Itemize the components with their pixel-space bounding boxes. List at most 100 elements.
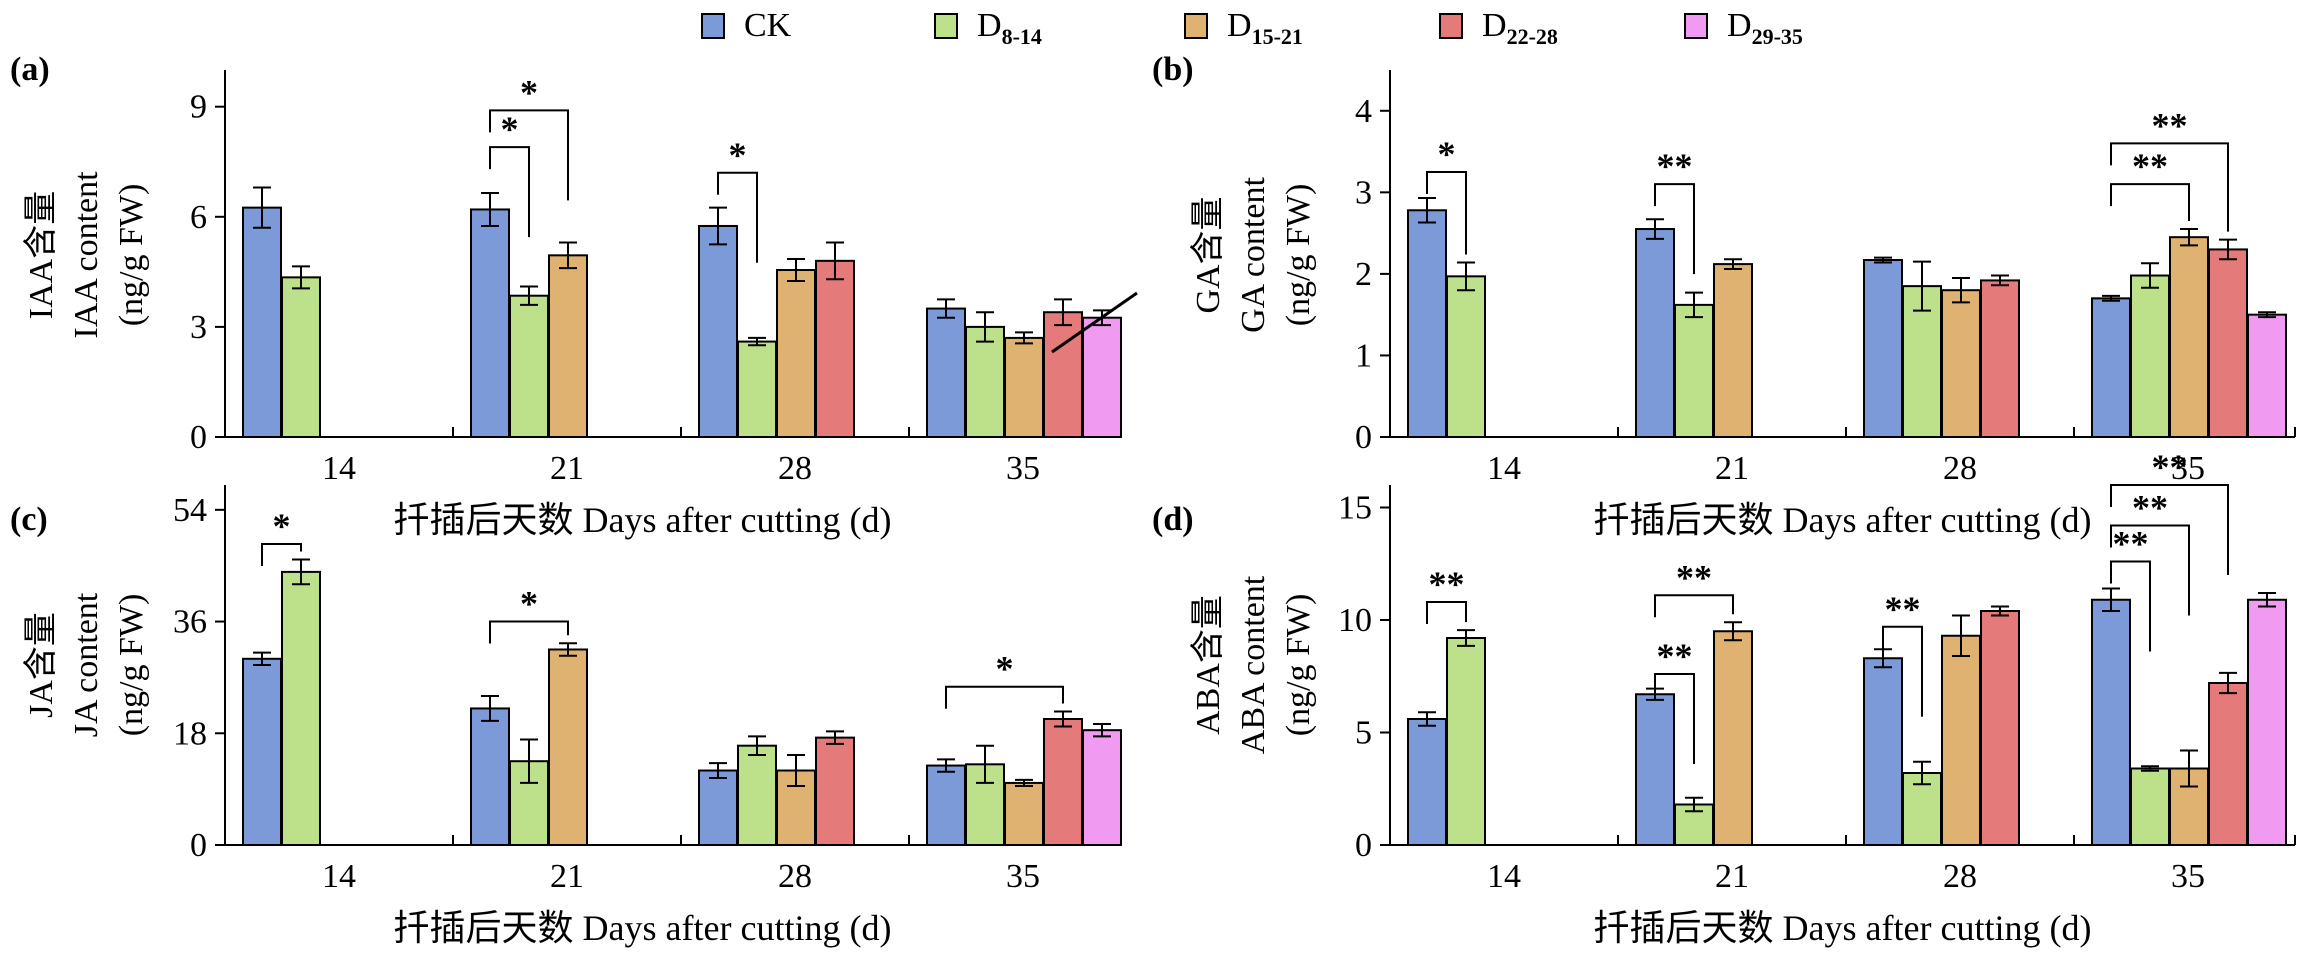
legend-label: CK (744, 7, 792, 44)
legend: CK D8-14 D15-21 D22-28 D29-35 (701, 7, 1803, 49)
bar (1980, 279, 2020, 438)
x-tick-label: 14 (1487, 450, 1521, 487)
significance-label: ** (1885, 589, 1921, 629)
significance-label: * (520, 584, 538, 624)
bar (281, 570, 321, 846)
bar (548, 648, 588, 847)
bar (1674, 303, 1714, 438)
bar (1863, 657, 1903, 846)
x-axis-title: 扦插后天数 Days after cutting (d) (1594, 908, 2092, 948)
significance-bracket (2110, 142, 2229, 232)
bar (548, 254, 588, 438)
bar (737, 744, 777, 846)
significance-label: ** (2113, 524, 2149, 564)
bar (1980, 610, 2020, 846)
y-tick-label: 10 (1338, 602, 1372, 639)
bar (1004, 336, 1044, 438)
y-tick-label: 18 (173, 715, 207, 752)
y-axis-title-cn: ABA含量 (1189, 595, 1227, 735)
panel-label: (b) (1152, 51, 1194, 88)
bar (1082, 729, 1122, 847)
panel-d: (d) ABA含量 ABA content (ng/g FW) 0 5 10 15 14 21 28… (1152, 447, 2296, 948)
x-axis-title: 扦插后天数 Days after cutting (d) (394, 500, 892, 540)
panel-label: (a) (10, 51, 50, 88)
legend-item-2: D8-14 (934, 7, 1042, 49)
bar (2208, 248, 2248, 438)
significance-bracket (717, 171, 758, 263)
legend-swatch (1184, 13, 1208, 39)
x-tick-label: 21 (1715, 858, 1749, 895)
x-tick-label: 14 (322, 450, 356, 487)
bar (509, 294, 549, 438)
y-axis-title-en: IAA content (68, 171, 105, 339)
bar (1713, 263, 1753, 439)
panel-label: (c) (10, 501, 48, 538)
annotation-line (1051, 291, 1138, 354)
bar (1407, 718, 1447, 846)
bar (1446, 637, 1486, 846)
bar (1446, 275, 1486, 438)
bar (1863, 259, 1903, 438)
x-tick-label: 21 (550, 450, 584, 487)
y-tick-label: 5 (1355, 715, 1372, 752)
y-axis-title-en: ABA content (1235, 575, 1272, 754)
bar (776, 269, 816, 439)
bar (1635, 693, 1675, 846)
bar (242, 657, 282, 846)
y-tick-label: 36 (173, 604, 207, 641)
x-tick-label: 21 (550, 858, 584, 895)
significance-bracket (1882, 625, 1923, 717)
y-axis-title-cn: IAA含量 (22, 191, 60, 319)
significance-bracket (1654, 594, 1734, 618)
bar (1713, 630, 1753, 846)
legend-label: D29-35 (1727, 7, 1803, 49)
legend-label: D22-28 (1482, 7, 1558, 49)
legend-item-3: D15-21 (1184, 7, 1303, 49)
bar (242, 206, 282, 438)
significance-bracket (1426, 170, 1467, 255)
y-tick-label: 3 (190, 309, 207, 346)
y-axis-title-cn: GA含量 (1189, 196, 1227, 313)
bar (1635, 228, 1675, 438)
x-tick-label: 35 (1006, 450, 1040, 487)
legend-swatch (934, 13, 958, 39)
bar (2091, 297, 2131, 438)
significance-label: * (273, 506, 291, 546)
significance-label: * (520, 72, 538, 112)
x-tick-label: 14 (322, 858, 356, 895)
y-axis-title-en: GA content (1235, 177, 1272, 333)
significance-bracket (945, 685, 1064, 709)
x-tick-label: 28 (778, 858, 812, 895)
legend-item-5: D29-35 (1684, 7, 1803, 49)
bar (2169, 236, 2209, 438)
legend-label: D8-14 (977, 7, 1042, 49)
significance-label: * (729, 135, 747, 175)
significance-bracket (2110, 183, 2190, 222)
bar (2130, 274, 2170, 438)
panel-c: (c) JA含量 JA content (ng/g FW) 0 18 36 54 14 21 28 3… (10, 485, 1122, 948)
x-tick-label: 28 (1943, 450, 1977, 487)
bar (2130, 767, 2170, 846)
significance-label: ** (1429, 564, 1465, 604)
significance-bracket (1426, 601, 1467, 624)
y-axis-unit: (ng/g FW) (113, 184, 150, 327)
bar (2091, 598, 2131, 846)
significance-label: ** (2132, 146, 2168, 186)
y-axis-unit: (ng/g FW) (1280, 594, 1317, 737)
y-tick-label: 15 (1338, 490, 1372, 527)
bar (281, 276, 321, 439)
x-axis-title: 扦插后天数 Days after cutting (d) (394, 908, 892, 948)
bar (1082, 316, 1122, 439)
legend-item-1: CK (701, 7, 792, 44)
significance-bracket (1654, 673, 1695, 764)
y-axis-unit: (ng/g FW) (1280, 184, 1317, 327)
y-tick-label: 3 (1355, 174, 1372, 211)
y-axis-title-cn: JA含量 (22, 612, 60, 718)
bar (1941, 634, 1981, 846)
bar (926, 307, 966, 438)
x-tick-label: 28 (778, 450, 812, 487)
bar (815, 259, 855, 438)
